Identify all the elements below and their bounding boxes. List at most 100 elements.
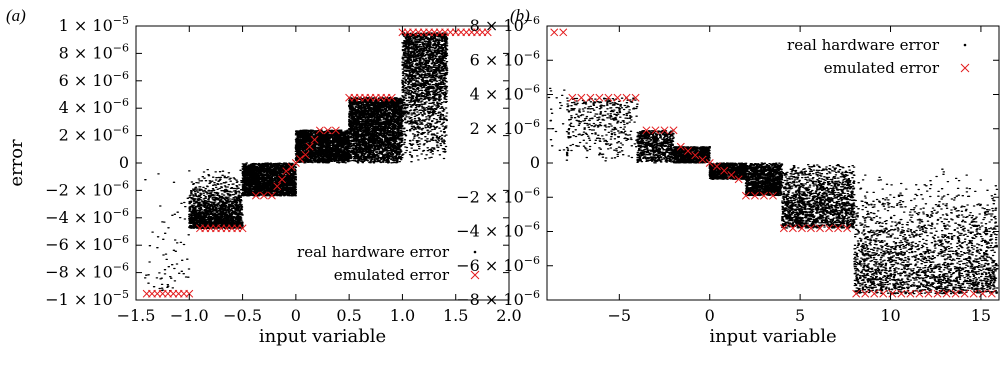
emulated-error-marker: [741, 191, 750, 200]
y-axis-label: error: [6, 139, 27, 187]
emulated-error-marker: [622, 93, 631, 102]
emulated-error-marker: [483, 28, 492, 37]
emulated-error-marker: [727, 171, 736, 179]
emulated-error-marker: [705, 159, 714, 167]
legend-label-emulated-error: emulated error: [334, 266, 450, 284]
x-tick-label: 15: [971, 306, 991, 325]
legend-marker-x: [470, 270, 480, 280]
emulated-error-marker: [734, 175, 743, 184]
x-tick-label: 0: [291, 306, 301, 325]
series-emulated-error: [550, 28, 996, 298]
emulated-error-marker: [852, 289, 861, 298]
emulated-error-marker: [870, 289, 879, 298]
y-tick-label: −4 × 10−6: [456, 220, 540, 241]
x-tick-label: 1.5: [443, 306, 468, 325]
y-tick-label: −6 × 10−6: [456, 254, 540, 275]
legend: real hardware error emulated error: [297, 243, 480, 284]
y-tick-label: 8 × 10−6: [59, 41, 129, 62]
emulated-error-marker: [595, 93, 604, 102]
y-tick-label: 1 × 10−5: [59, 14, 129, 35]
emulated-error-marker: [310, 135, 319, 144]
emulated-error-marker: [834, 224, 843, 233]
emulated-error-marker: [296, 154, 305, 163]
legend-label-real-hardware-error: real hardware error: [787, 36, 940, 54]
emulated-error-marker: [259, 191, 268, 200]
emulated-error-marker: [897, 289, 906, 298]
x-tick-label: −1.5: [117, 306, 156, 325]
y-tick-label: 6 × 10−6: [59, 69, 129, 90]
emulated-error-marker: [301, 150, 310, 159]
emulated-error-marker: [969, 289, 978, 298]
emulated-error-marker: [951, 289, 960, 298]
emulated-error-marker: [698, 155, 707, 164]
emulated-error-marker: [888, 289, 897, 298]
emulated-error-marker: [807, 224, 815, 233]
emulated-error-marker: [712, 162, 721, 171]
emulated-error-marker: [315, 126, 324, 135]
emulated-error-marker: [660, 126, 669, 135]
x-tick-label: 0.5: [336, 306, 361, 325]
y-tick-label: 4 × 10−6: [59, 96, 129, 117]
emulated-error-marker: [760, 191, 768, 200]
x-tick-label: 5: [795, 306, 805, 325]
legend-marker-dot: [963, 43, 967, 47]
legend-marker-x: [960, 63, 970, 73]
y-tick-label: −2 × 10−6: [45, 178, 129, 199]
x-tick-label: 10: [880, 306, 900, 325]
emulated-error-marker: [331, 126, 340, 135]
emulated-error-marker: [185, 289, 194, 298]
emulated-error-marker: [750, 191, 759, 200]
x-tick-label: 1.0: [390, 306, 415, 325]
emulated-error-marker: [797, 224, 806, 233]
legend-label-real-hardware-error: real hardware error: [297, 243, 450, 261]
emulated-error-marker: [278, 175, 286, 184]
y-tick-label: 6 × 10−6: [470, 48, 540, 69]
emulated-error-marker: [720, 166, 729, 175]
emulated-error-marker: [550, 28, 559, 37]
y-tick-label: −1 × 10−5: [45, 288, 129, 309]
y-tick-label: 0: [530, 153, 540, 172]
emulated-error-marker: [924, 289, 933, 298]
x-tick-label: 0: [705, 306, 715, 325]
emulated-error-marker: [387, 93, 396, 102]
emulated-error-marker: [273, 182, 282, 191]
x-tick-label: −5: [608, 306, 632, 325]
emulated-error-marker: [825, 224, 834, 233]
legend-label-emulated-error: emulated error: [824, 59, 940, 77]
y-tick-label: −2 × 10−6: [456, 185, 540, 206]
chart-a: −1.5 −1.0 −0.5 0 0.5 1.0 1.5 2.0 1 × 10−5 8 × 10−…: [6, 14, 522, 347]
x-tick-label: −1.0: [170, 306, 209, 325]
emulated-error-marker: [282, 167, 291, 176]
emulated-error-marker: [769, 191, 777, 200]
scatter-points: [143, 32, 449, 292]
y-tick-label: 2 × 10−6: [470, 117, 540, 138]
emulated-error-marker: [816, 224, 824, 233]
emulated-error-marker: [577, 93, 586, 102]
scatter-points: [547, 87, 999, 295]
emulated-error-marker: [933, 289, 942, 298]
emulated-error-marker: [987, 289, 996, 298]
x-axis-label: input variable: [709, 326, 836, 347]
panel-label-a: (a): [6, 6, 26, 25]
emulated-error-marker: [323, 126, 332, 135]
emulated-error-marker: [642, 126, 651, 135]
plot-area: [547, 28, 999, 298]
y-tick-label: −8 × 10−6: [45, 261, 129, 282]
emulated-error-marker: [779, 224, 788, 233]
panel-label-b: (b): [510, 6, 530, 25]
y-tick-label: 0: [119, 153, 129, 172]
y-tick-label: −8 × 10−6: [456, 288, 540, 309]
emulated-error-marker: [960, 289, 969, 298]
y-tick-label: 8 × 10−6: [470, 14, 540, 35]
y-tick-label: 4 × 10−6: [470, 83, 540, 104]
x-tick-label: 2.0: [496, 306, 521, 325]
emulated-error-marker: [843, 224, 852, 233]
y-tick-label: −4 × 10−6: [45, 206, 129, 227]
series-real-hardware-error: [547, 87, 999, 295]
emulated-error-marker: [676, 142, 685, 151]
y-tick-label: 2 × 10−6: [59, 124, 129, 145]
emulated-error-marker: [613, 93, 622, 102]
emulated-error-marker: [669, 126, 678, 135]
series-emulated-error: [142, 28, 492, 298]
